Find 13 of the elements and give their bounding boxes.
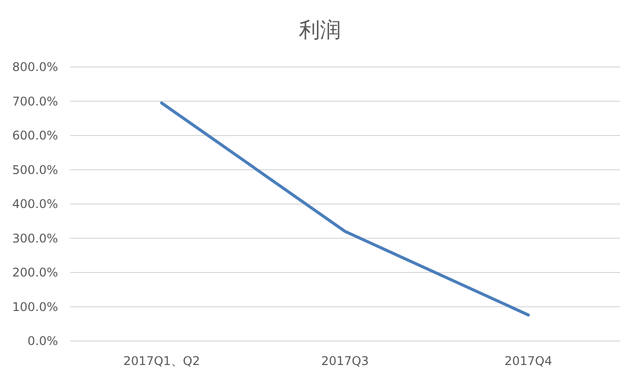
y-tick-label: 200.0% xyxy=(12,266,58,280)
y-tick-label: 800.0% xyxy=(12,60,58,74)
y-tick-label: 0.0% xyxy=(28,334,58,348)
y-tick-label: 700.0% xyxy=(12,94,58,108)
y-tick-label: 500.0% xyxy=(12,162,58,177)
y-tick-label: 400.0% xyxy=(12,197,58,211)
chart-title: 利润 xyxy=(299,18,341,42)
y-tick-label: 100.0% xyxy=(12,300,58,314)
y-tick-label: 300.0% xyxy=(12,231,58,246)
x-tick-label: 2017Q1、Q2 xyxy=(123,354,200,368)
x-tick-label: 2017Q4 xyxy=(504,354,552,368)
y-tick-label: 600.0% xyxy=(12,128,58,142)
x-tick-label: 2017Q3 xyxy=(321,354,369,368)
